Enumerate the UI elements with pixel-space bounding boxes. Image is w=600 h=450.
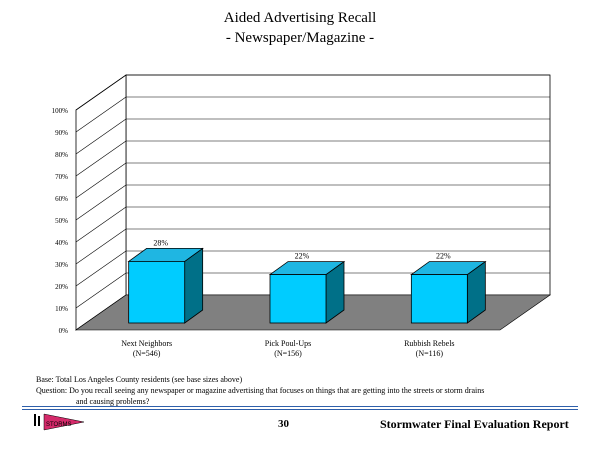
svg-text:STORMS: STORMS (46, 422, 72, 428)
y-tick-label: 70% (55, 173, 68, 181)
chart-title: Aided Advertising Recall (223, 10, 377, 26)
y-tick-label: 50% (55, 217, 68, 225)
y-tick-label: 0% (59, 327, 69, 335)
gridline-side (75, 206, 127, 243)
question-note-continued: and causing problems? (76, 397, 150, 406)
gridline-side (75, 118, 127, 155)
bar-front (269, 274, 327, 324)
data-label: 22% (436, 252, 451, 261)
question-note: Question: Do you recall seeing any newsp… (36, 386, 485, 395)
bar (268, 260, 346, 324)
chart-labels: 28% Next Neighbors(N=546) 22% Pick Poul-Ups… (121, 238, 454, 358)
x-tick-label: Next Neighbors (121, 339, 172, 348)
bar (410, 260, 487, 324)
report-title: Stormwater Final Evaluation Report (380, 417, 569, 431)
gridline-side (75, 250, 127, 287)
footer-rule (22, 406, 578, 407)
y-tick-label: 90% (55, 129, 68, 137)
x-tick-sublabel: (N=116) (416, 349, 444, 358)
y-tick-label: 60% (55, 195, 68, 203)
chart-subtitle: - Newspaper/Magazine - (225, 30, 375, 46)
y-tick-label: 80% (55, 151, 68, 159)
gridline-side (75, 162, 127, 199)
y-tick-label: 30% (55, 261, 68, 269)
gridline-side (75, 184, 127, 221)
stormwater-logo: STORMS (34, 413, 85, 431)
data-label: 22% (295, 252, 310, 261)
x-tick-label: Rubbish Rebels (404, 339, 454, 348)
gridline-side (75, 140, 127, 177)
y-tick-label: 40% (55, 239, 68, 247)
base-note: Base: Total Los Angeles County residents… (36, 375, 243, 384)
y-tick-label: 100% (52, 107, 69, 115)
gridline-side (75, 228, 127, 265)
bar-chart: 0% 10% 20% 30% 40% 50% 60% 70% 80% 90% 100% 28% Nex… (52, 74, 551, 358)
bar (127, 247, 204, 324)
x-tick-label: Pick Poul-Ups (265, 339, 311, 348)
y-tick-label: 20% (55, 283, 68, 291)
footer-rule-secondary (22, 409, 578, 410)
y-tick-label: 10% (55, 305, 68, 313)
gridline-side (75, 96, 127, 133)
page-number: 30 (278, 418, 289, 430)
x-tick-sublabel: (N=546) (133, 349, 161, 358)
y-axis-ticks: 0% 10% 20% 30% 40% 50% 60% 70% 80% 90% 100% (52, 107, 69, 335)
chart-bars (127, 247, 487, 324)
bar-front (128, 260, 186, 324)
x-tick-sublabel: (N=156) (274, 349, 302, 358)
data-label: 28% (153, 238, 168, 247)
bar-front (410, 274, 468, 324)
gridline-side (75, 272, 127, 309)
gridline-side (75, 74, 127, 111)
